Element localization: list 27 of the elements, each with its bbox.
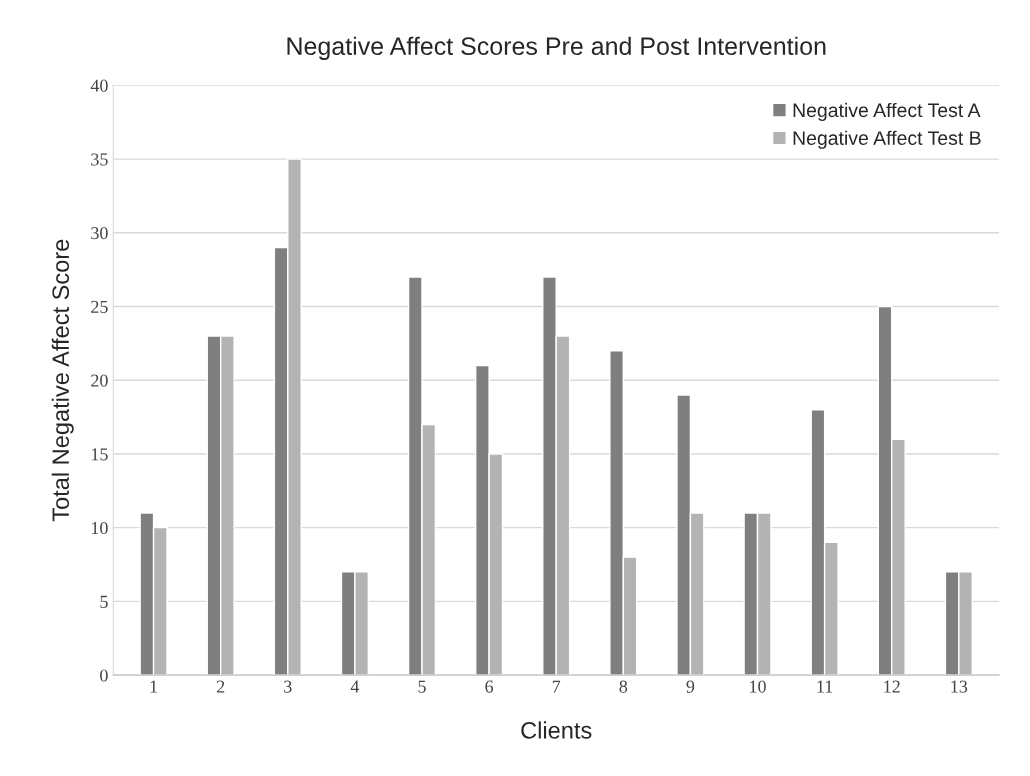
x-tick-label: 8 [619,680,628,693]
x-tick-label: 7 [552,680,561,693]
y-axis-title: Total Negative Affect Score [51,239,74,522]
x-tick-label: 4 [350,680,360,693]
x-tick-label: 11 [817,680,833,693]
y-tick-label: 35 [91,153,108,166]
x-tick-label: 2 [216,680,225,693]
chart-title: Negative Affect Scores Pre and Post Intervention [287,36,826,60]
x-tick-label: 1 [150,680,157,693]
x-tick-label: 3 [284,680,292,693]
x-tick-label: 10 [750,680,766,693]
y-tick-label: 10 [91,521,108,535]
y-tick-label: 20 [91,374,108,387]
y-tick-label: 15 [91,448,108,461]
legend-label: Negative Affect Test B [793,130,981,149]
y-tick-label: 0 [100,669,108,682]
y-tick-label: 40 [90,79,108,92]
legend-label: Negative Affect Test A [793,102,981,121]
x-tick-label: 6 [485,680,494,693]
y-tick-label: 25 [91,300,108,313]
y-tick-label: 5 [100,595,108,608]
x-tick-label: 9 [686,680,695,693]
y-tick-label: 30 [91,227,108,240]
x-tick-label: 12 [884,680,900,693]
x-axis-title: Clients [521,721,592,739]
x-tick-label: 5 [418,680,426,693]
x-tick-label: 13 [951,680,968,693]
